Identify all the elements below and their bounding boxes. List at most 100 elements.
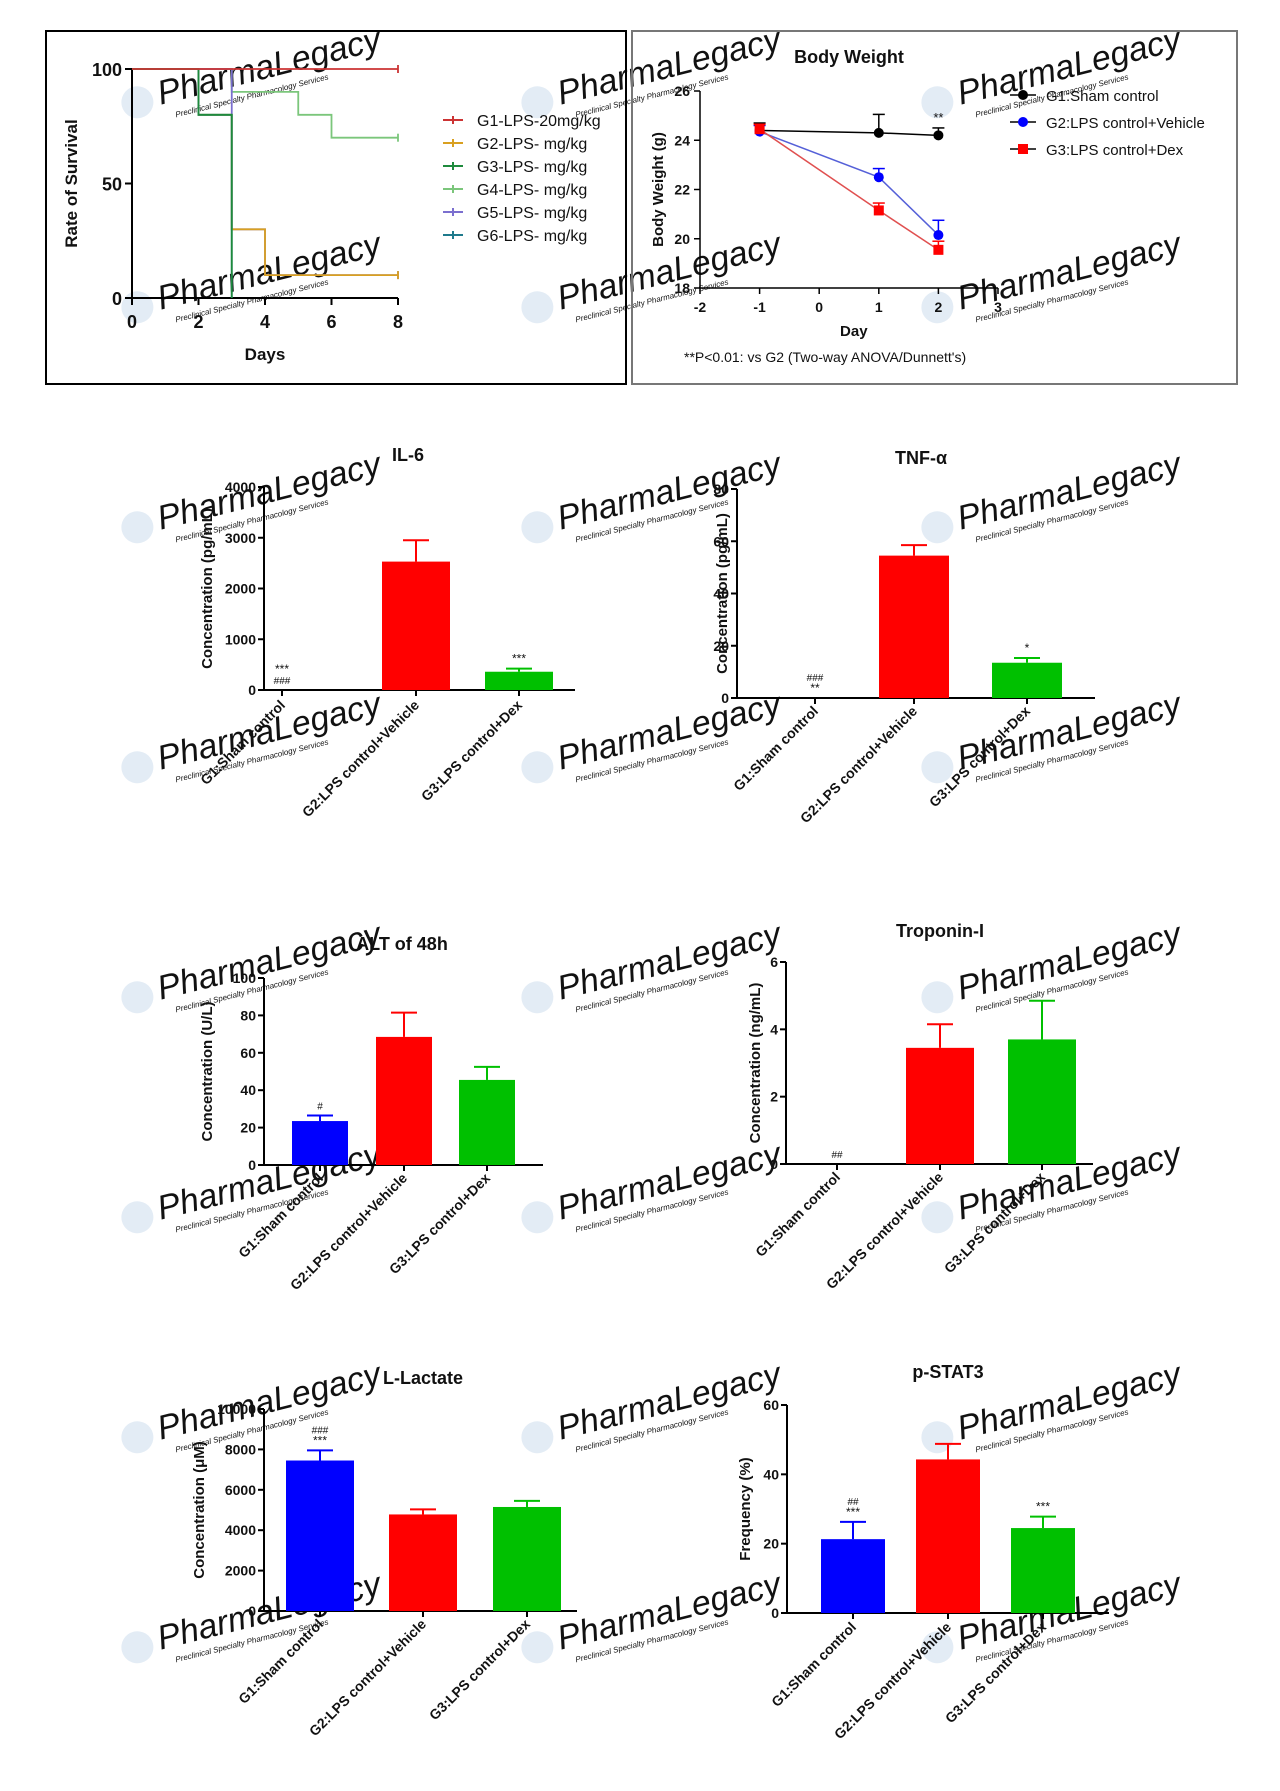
watermark-logo-icon (121, 1421, 154, 1454)
watermark-logo-icon (121, 511, 154, 544)
bar (459, 1079, 515, 1165)
significance-mark: *** (512, 652, 526, 666)
data-point (933, 130, 944, 141)
watermark-logo-icon (121, 1631, 154, 1664)
significance-mark: *** (846, 1505, 860, 1519)
watermark-logo-icon (121, 1201, 154, 1234)
survival-panel-frame (45, 30, 627, 385)
y-tick-label: 6000 (225, 1482, 256, 1498)
watermark-text: PharmaLegacy (153, 225, 386, 318)
y-tick-label: 0 (112, 289, 122, 309)
y-tick-label: 20 (240, 1120, 256, 1136)
significance-mark: * (1025, 641, 1030, 655)
y-tick-label: 4000 (225, 479, 256, 495)
y-tick-label: 100 (92, 60, 122, 80)
legend-label: G4-LPS- mg/kg (477, 182, 587, 199)
watermark-logo-icon (921, 1201, 954, 1234)
watermark-logo-icon (921, 751, 954, 784)
data-point (873, 205, 884, 216)
data-point (754, 124, 765, 135)
watermark-logo-icon (521, 751, 554, 784)
legend-marker (1018, 144, 1028, 154)
y-tick-label: 60 (763, 1397, 779, 1413)
x-tick-label: 6 (326, 312, 336, 332)
data-point (873, 172, 884, 183)
legend-label: G2:LPS control+Vehicle (1046, 115, 1205, 132)
significance-mark: ### (274, 676, 291, 687)
legend-label: G2-LPS- mg/kg (477, 136, 587, 153)
significance-mark: ## (847, 1497, 859, 1508)
y-tick-label: 40 (240, 1082, 256, 1098)
watermark-logo-icon (921, 86, 954, 119)
x-tick-label: 0 (127, 312, 137, 332)
chart-title: Troponin-I (896, 921, 984, 941)
watermark-logo-icon (121, 981, 154, 1014)
watermark-text: PharmaLegacy (953, 445, 1186, 538)
significance-mark: # (317, 1101, 323, 1112)
y-axis-label: Concentration (ng/mL) (747, 983, 764, 1144)
y-tick-label: 20 (674, 231, 690, 247)
x-axis-label: Days (245, 345, 286, 364)
series-line (759, 128, 939, 251)
y-tick-label: 60 (713, 533, 729, 549)
watermark-logo-icon (121, 86, 154, 119)
y-tick-label: 2 (770, 1089, 778, 1105)
significance-mark: ### (312, 1425, 329, 1436)
significance-mark: ## (831, 1150, 843, 1161)
y-tick-label: 0 (248, 682, 256, 698)
bar (916, 1459, 980, 1613)
watermark-text: PharmaLegacy (153, 1355, 386, 1448)
y-tick-label: 0 (721, 690, 729, 706)
chart-title: Body Weight (794, 47, 904, 67)
legend-label: G1-LPS-20mg/kg (477, 113, 601, 130)
y-tick-label: 20 (713, 638, 729, 654)
x-tick-label: 4 (260, 312, 270, 332)
legend-label: G3-LPS- mg/kg (477, 159, 587, 176)
y-tick-label: 2000 (225, 1563, 256, 1579)
watermark-text: PharmaLegacy (153, 445, 386, 538)
watermark-text: PharmaLegacy (553, 445, 786, 538)
x-tick-label: 1 (875, 299, 883, 315)
bar (1008, 1039, 1076, 1164)
y-tick-label: 6 (770, 954, 778, 970)
watermark-text: PharmaLegacy (553, 1135, 786, 1228)
watermark-logo-icon (921, 981, 954, 1014)
x-tick-label: G3:LPS control+Dex (418, 697, 525, 804)
watermark-logo-icon (521, 291, 554, 324)
data-point (933, 230, 944, 241)
y-tick-label: 26 (674, 83, 690, 99)
y-tick-label: 60 (240, 1045, 256, 1061)
y-tick-label: 100 (233, 970, 257, 986)
bar (493, 1506, 561, 1611)
y-tick-label: 22 (674, 182, 690, 198)
y-tick-label: 18 (674, 280, 690, 296)
bar (906, 1047, 974, 1164)
watermark-logo-icon (521, 981, 554, 1014)
legend-label: G5-LPS- mg/kg (477, 205, 587, 222)
legend-marker (1018, 117, 1028, 127)
y-tick-label: 2000 (225, 581, 256, 597)
chart-title: TNF-α (895, 448, 947, 468)
x-tick-label: -1 (753, 299, 766, 315)
watermark-text: PharmaLegacy (953, 1355, 1186, 1448)
bar (389, 1514, 457, 1611)
y-tick-label: 8000 (225, 1441, 256, 1457)
watermark-logo-icon (121, 291, 154, 324)
bar (821, 1539, 885, 1613)
bar (992, 662, 1062, 698)
significance-mark: *** (313, 1433, 327, 1447)
watermark-logo-icon (521, 511, 554, 544)
x-tick-label: 2 (935, 299, 943, 315)
watermark-logo-icon (521, 86, 554, 119)
x-tick-label: G1:Sham control (752, 1169, 843, 1260)
legend-label: G6-LPS- mg/kg (477, 228, 587, 245)
x-tick-label: 3 (994, 299, 1002, 315)
y-tick-label: 0 (771, 1605, 779, 1621)
data-point (933, 244, 944, 255)
y-tick-label: 20 (763, 1536, 779, 1552)
watermark-text: PharmaLegacy (153, 915, 386, 1008)
significance-mark: ** (810, 681, 820, 695)
y-tick-label: 40 (713, 586, 729, 602)
